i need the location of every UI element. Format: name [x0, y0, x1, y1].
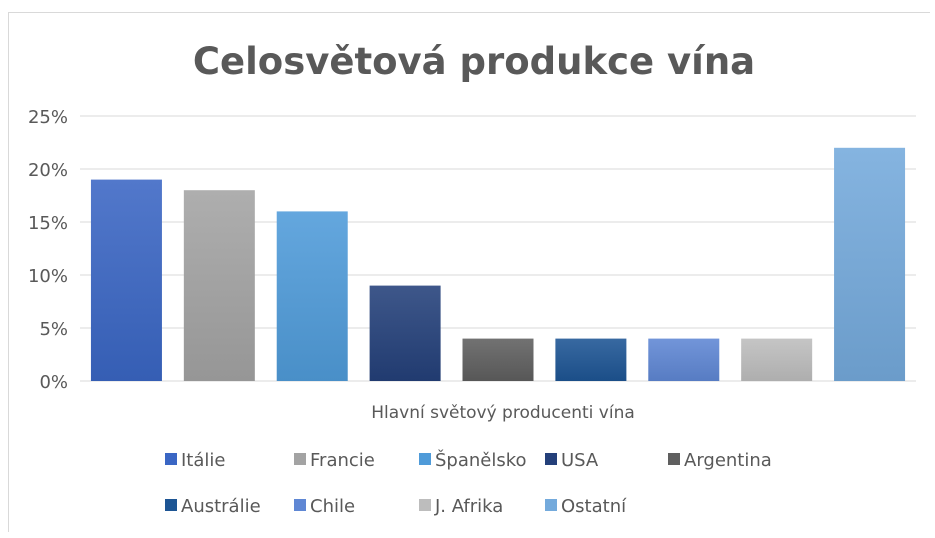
legend-label: Austrálie: [181, 496, 261, 517]
bar-ostatní: [834, 147, 906, 381]
y-tick-label: 5%: [39, 319, 68, 340]
chart-frame: [8, 12, 930, 532]
legend-label: Itálie: [181, 450, 225, 471]
y-tick-label: 10%: [28, 266, 68, 287]
bars: [90, 147, 906, 381]
bar-usa: [369, 285, 441, 381]
legend: Itálie Francie Španělsko USA Argentina Austrá…: [165, 449, 772, 517]
legend-swatch: [419, 453, 431, 465]
bar-j-afrika: [741, 338, 813, 381]
y-tick-label: 25%: [28, 107, 68, 128]
legend-swatch: [165, 499, 177, 511]
bar-španělsko: [276, 211, 348, 381]
y-axis-ticks: 0% 5% 10% 15% 20% 25%: [28, 107, 68, 393]
legend-swatch: [668, 453, 680, 465]
legend-label: Ostatní: [561, 496, 627, 517]
bar-francie: [183, 190, 255, 381]
bar-austrálie: [555, 338, 627, 381]
y-tick-label: 15%: [28, 213, 68, 234]
chart-title: Celosvětová produkce vína: [193, 40, 755, 83]
legend-swatch: [545, 453, 557, 465]
legend-label: Argentina: [684, 450, 772, 471]
legend-swatch: [294, 499, 306, 511]
legend-label: USA: [561, 450, 599, 471]
bar-itálie: [90, 179, 162, 381]
y-tick-label: 20%: [28, 160, 68, 181]
legend-label: Chile: [310, 496, 355, 517]
bar-chile: [648, 338, 720, 381]
y-tick-label: 0%: [39, 372, 68, 393]
bar-argentina: [462, 338, 534, 381]
legend-swatch: [419, 499, 431, 511]
legend-label: Španělsko: [435, 449, 527, 471]
legend-label: J. Afrika: [434, 496, 503, 517]
x-axis-label: Hlavní světový producenti vína: [371, 403, 635, 423]
legend-swatch: [294, 453, 306, 465]
legend-swatch: [545, 499, 557, 511]
legend-swatch: [165, 453, 177, 465]
legend-label: Francie: [310, 450, 375, 471]
